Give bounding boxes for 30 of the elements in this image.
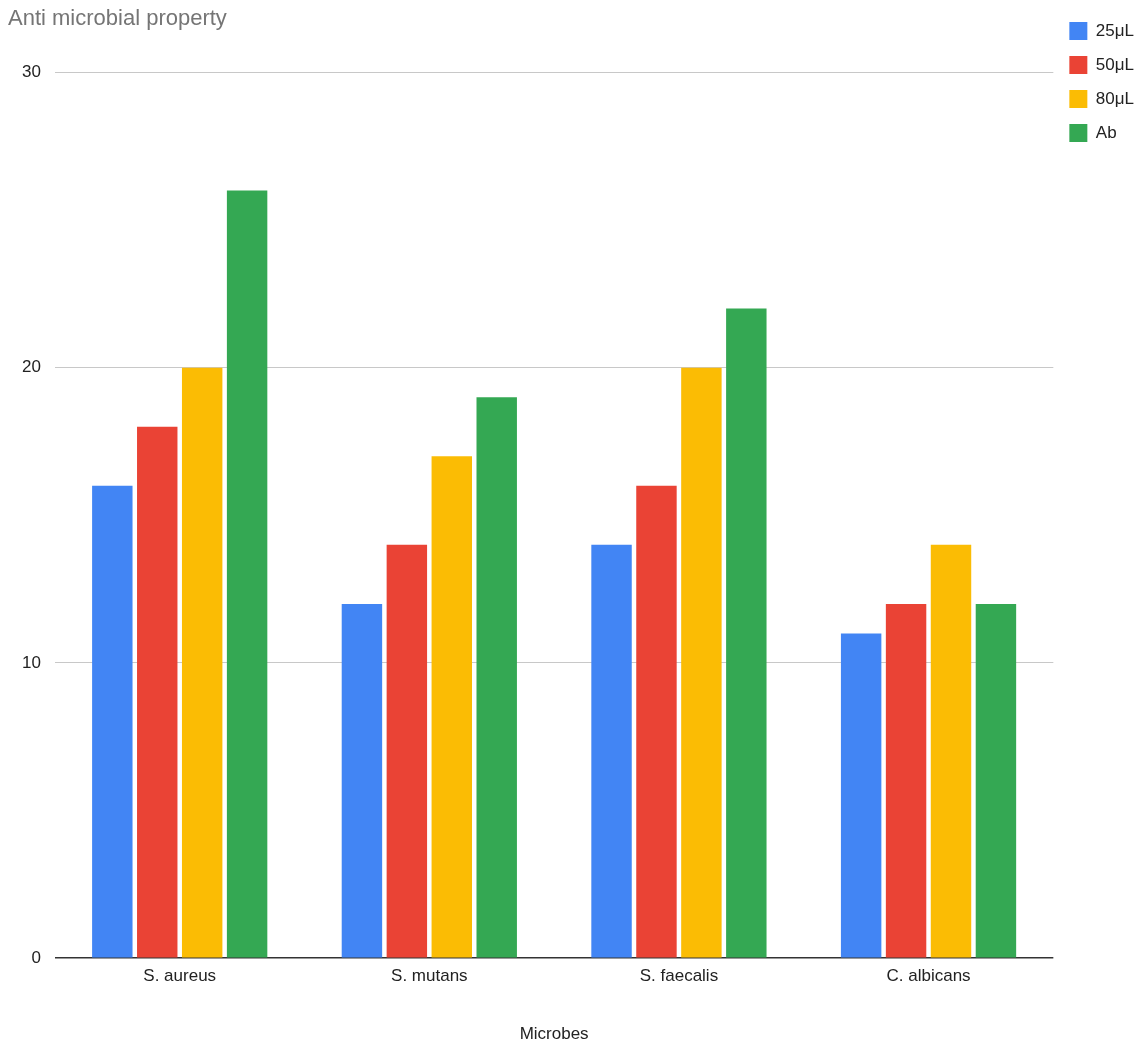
- y-tick-label: 10: [21, 652, 41, 672]
- legend-label: 50μL: [1095, 54, 1135, 74]
- bar: [681, 367, 722, 958]
- bar: [591, 544, 632, 958]
- bar: [137, 426, 178, 958]
- bar: [636, 485, 677, 958]
- bar: [92, 485, 133, 958]
- bar: [386, 544, 428, 958]
- x-tick-label: S. aureus: [143, 966, 217, 986]
- legend-label: 25μL: [1095, 20, 1135, 40]
- x-tick-label: C. albicans: [886, 966, 971, 986]
- bar: [930, 544, 972, 958]
- bar: [226, 190, 268, 958]
- bar: [181, 367, 223, 958]
- y-tick-label: 0: [31, 947, 41, 967]
- legend-label: 80μL: [1095, 88, 1135, 108]
- bar: [476, 397, 517, 958]
- x-tick-label: S. faecalis: [639, 966, 719, 986]
- bar: [431, 456, 472, 958]
- bar: [726, 308, 767, 958]
- bar: [341, 603, 383, 958]
- chart-title: Anti microbial property: [8, 5, 227, 31]
- y-tick-label: 30: [21, 62, 41, 82]
- y-tick-label: 20: [21, 357, 41, 377]
- x-tick-label: S. mutans: [391, 966, 468, 986]
- x-axis-title: Microbes: [519, 1024, 589, 1044]
- legend-label: Ab: [1095, 122, 1117, 142]
- bar: [885, 603, 927, 958]
- bar: [975, 603, 1017, 958]
- bar: [840, 633, 882, 958]
